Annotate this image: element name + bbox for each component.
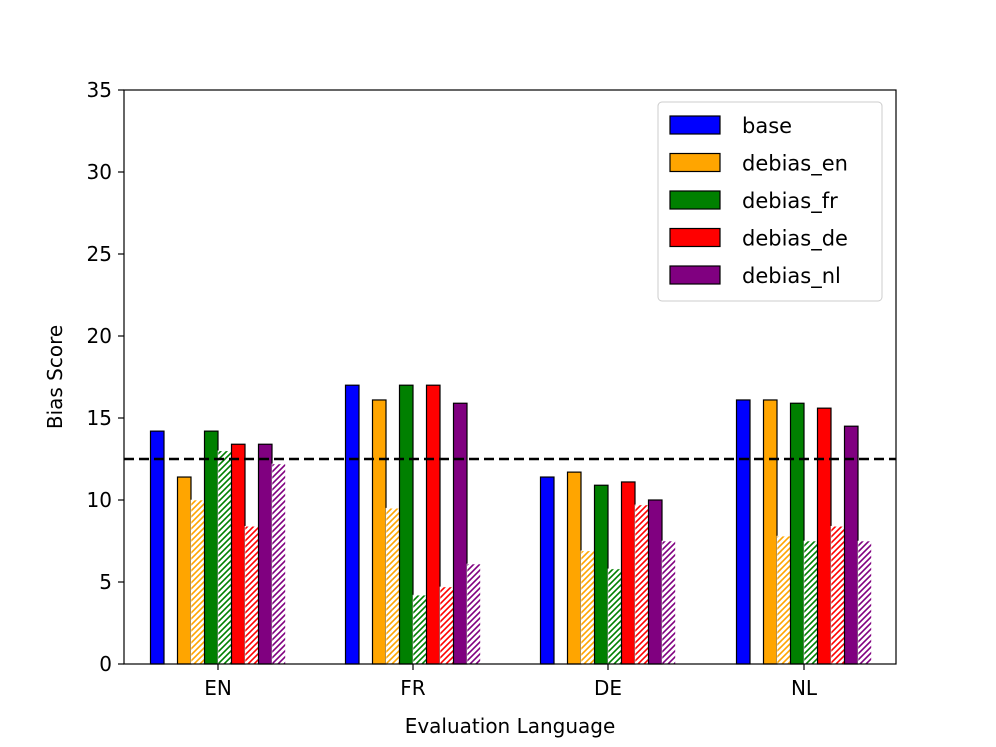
bar-hatched-debias_en-NL	[776, 535, 791, 665]
x-tick-label-NL: NL	[791, 676, 818, 700]
bar-base-FR	[344, 384, 360, 665]
bar-hatched-debias_nl-NL	[857, 540, 872, 665]
bar-debias_de-EN	[230, 443, 246, 665]
bar-debias_de-DE	[620, 481, 636, 665]
x-axis-label: Evaluation Language	[405, 714, 616, 738]
bar-debias_de-FR	[425, 384, 441, 665]
bar-hatched-debias_nl-FR	[466, 563, 481, 665]
x-tick-label-DE: DE	[594, 676, 622, 700]
bar-hatched-debias_nl-DE	[661, 540, 676, 665]
bar-hatched-debias_fr-EN	[217, 450, 232, 665]
legend-box	[657, 101, 883, 302]
bar-base-EN	[149, 430, 165, 665]
y-tick-label-10: 10	[87, 488, 112, 512]
y-axis-label: Bias Score	[43, 325, 67, 429]
x-tick-label-EN: EN	[204, 676, 232, 700]
y-tick-label-25: 25	[87, 242, 112, 266]
legend-swatch-base	[669, 115, 721, 135]
legend-label-base: base	[742, 114, 792, 138]
bar-debias_en-EN	[176, 476, 192, 665]
bar-base-DE	[539, 476, 555, 665]
legend: base debias_en debias_fr debias_de debias_nl	[657, 101, 883, 302]
legend-label-debias_de: debias_de	[742, 227, 848, 252]
bar-debias_en-DE	[566, 471, 582, 665]
bar-hatched-debias_en-FR	[385, 507, 400, 665]
bar-hatched-debias_en-EN	[190, 499, 205, 665]
bar-hatched-debias_de-NL	[830, 525, 845, 665]
bar-debias_fr-EN	[203, 430, 219, 665]
legend-swatch-debias_de	[669, 227, 721, 248]
y-tick-label-15: 15	[87, 406, 112, 430]
x-tick-label-FR: FR	[400, 676, 426, 700]
y-tick-label-30: 30	[87, 160, 112, 184]
bar-hatched-debias_de-FR	[439, 586, 454, 665]
legend-label-debias_nl: debias_nl	[742, 264, 841, 289]
y-tick-label-5: 5	[99, 570, 112, 594]
legend-swatch-debias_fr	[669, 190, 721, 210]
bar-debias_fr-FR	[398, 384, 414, 665]
bar-hatched-debias_en-DE	[580, 550, 595, 665]
bar-hatched-debias_de-DE	[634, 504, 649, 665]
bar-debias_nl-NL	[843, 425, 859, 665]
bar-debias_en-FR	[371, 399, 387, 665]
y-tick-label-20: 20	[87, 324, 112, 348]
bars-layer	[149, 384, 872, 665]
bar-debias_nl-EN	[257, 443, 273, 665]
bar-hatched-debias_fr-FR	[412, 594, 427, 665]
bar-debias_nl-DE	[647, 499, 663, 665]
y-axis: 0 5 10 15 20 25 30 35	[87, 78, 124, 676]
bar-debias_fr-DE	[593, 484, 609, 665]
y-tick-label-0: 0	[99, 652, 112, 676]
bar-base-NL	[735, 399, 751, 665]
bar-hatched-debias_nl-EN	[271, 463, 286, 665]
plot-frame	[123, 89, 897, 665]
bar-debias_en-NL	[762, 399, 778, 665]
bar-debias_de-NL	[816, 407, 832, 665]
bar-debias_fr-NL	[789, 402, 805, 665]
bar-debias_nl-FR	[452, 402, 468, 665]
y-tick-label-35: 35	[87, 78, 112, 102]
legend-label-debias_en: debias_en	[742, 152, 848, 177]
legend-swatch-debias_nl	[669, 265, 721, 285]
legend-label-debias_fr: debias_fr	[742, 189, 838, 214]
x-axis: EN FR DE NL	[204, 664, 818, 700]
legend-swatch-debias_en	[669, 152, 721, 173]
bar-hatched-debias_fr-NL	[803, 540, 818, 665]
bar-hatched-debias_fr-DE	[607, 568, 622, 665]
bar-hatched-debias_de-EN	[244, 525, 259, 665]
